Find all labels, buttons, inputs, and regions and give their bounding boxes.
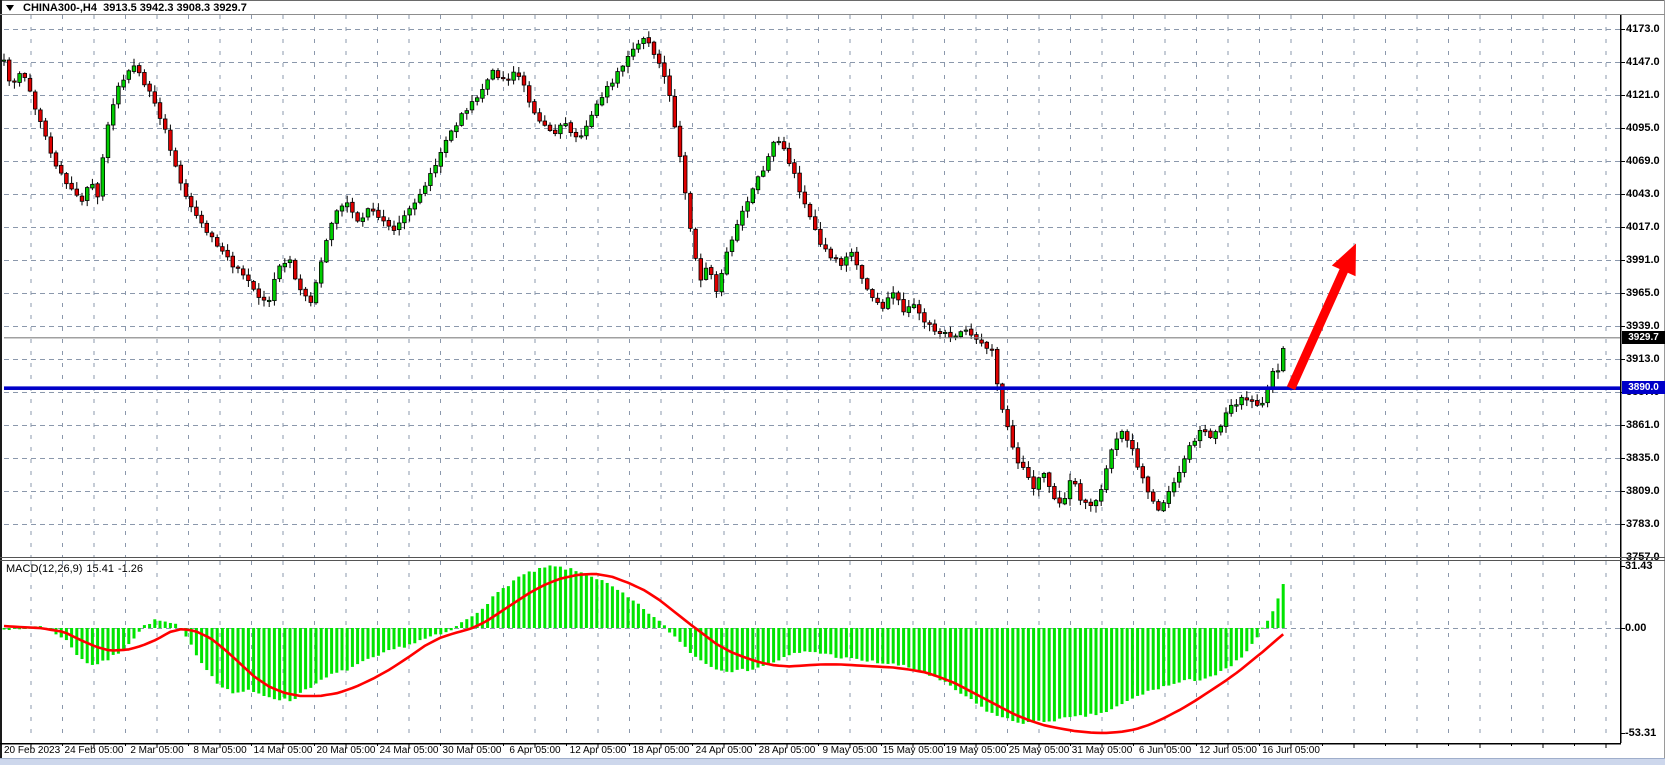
ohlc-values-label: 3913.5 3942.3 3908.3 3929.7: [103, 2, 247, 14]
macd-tick-label: -53.31: [1625, 727, 1657, 740]
time-tick-label: 20 Feb 2023: [4, 745, 61, 756]
time-tick-label: 6 Apr 05:00: [509, 745, 561, 756]
macd-signal-line: [3, 572, 1285, 735]
chart-title-bar: CHINA300-,H4 3913.5 3942.3 3908.3 3929.7: [6, 2, 247, 14]
time-tick-label: 15 May 05:00: [882, 745, 944, 756]
price-tick-label: 4069.0: [1626, 155, 1660, 167]
support-line-price-badge: 3890.0: [1622, 381, 1665, 394]
time-tick-label: 16 Jun 05:00: [1262, 745, 1320, 756]
time-tick-label: 24 Feb 05:00: [64, 745, 124, 756]
price-tick-label: 3861.0: [1626, 419, 1660, 431]
chevron-down-icon[interactable]: [6, 5, 14, 12]
time-tick-label: 24 Mar 05:00: [379, 745, 439, 756]
price-tick-label: 4043.0: [1626, 188, 1660, 200]
time-tick-label: 18 Apr 05:00: [632, 745, 690, 756]
macd-tick-label: 31.43: [1625, 560, 1653, 573]
candles-layer: [1, 31, 1286, 513]
time-tick-label: 12 Apr 05:00: [569, 745, 627, 756]
panel-separator[interactable]: [0, 557, 1665, 558]
window-border-left: [0, 0, 2, 758]
macd-main-value: 15.41: [86, 563, 114, 575]
grid-layer: [4, 15, 1620, 741]
macd-signal-value: -1.26: [117, 563, 144, 575]
time-tick-label: 12 Jun 05:00: [1199, 745, 1257, 756]
price-tick-label: 3913.0: [1626, 353, 1660, 365]
price-tick-label: 3783.0: [1626, 518, 1660, 530]
time-tick-label: 9 May 05:00: [822, 745, 878, 756]
time-tick-label: 31 May 05:00: [1071, 745, 1133, 756]
price-tick-label: 4173.0: [1626, 23, 1660, 35]
support-horizontal-line[interactable]: [4, 386, 1620, 390]
macd-indicator-label: MACD(12,26,9) 15.41 -1.26: [6, 563, 147, 575]
up-trend-arrow[interactable]: [1286, 243, 1356, 391]
macd-tick-label: 0.00: [1625, 622, 1647, 634]
time-tick-label: 2 Mar 05:00: [130, 745, 184, 756]
window-border-top: [0, 0, 1665, 1]
symbol-timeframe-label: CHINA300-,H4: [23, 2, 97, 14]
horizontal-scrollbar[interactable]: [0, 758, 1665, 765]
price-tick-label: 4121.0: [1626, 89, 1660, 101]
price-tick-label: 3965.0: [1626, 287, 1660, 299]
time-tick-label: 24 Apr 05:00: [695, 745, 753, 756]
time-tick-label: 14 Mar 05:00: [253, 745, 313, 756]
price-tick-label: 3835.0: [1626, 452, 1660, 464]
title-divider: [0, 14, 1665, 15]
time-tick-label: 25 May 05:00: [1008, 745, 1070, 756]
price-tick-label: 3991.0: [1626, 254, 1660, 266]
time-tick-label: 28 Apr 05:00: [758, 745, 816, 756]
time-tick-label: 6 Jun 05:00: [1138, 745, 1192, 756]
time-tick-label: 19 May 05:00: [945, 745, 1007, 756]
price-tick-label: 3809.0: [1626, 485, 1660, 497]
time-tick-label: 8 Mar 05:00: [193, 745, 247, 756]
time-tick-label: 20 Mar 05:00: [316, 745, 376, 756]
price-tick-label: 4095.0: [1626, 122, 1660, 134]
price-tick-label: 3939.0: [1626, 320, 1660, 332]
macd-name-label: MACD(12,26,9): [6, 563, 83, 575]
bid-price-badge: 3929.7: [1622, 331, 1665, 344]
time-tick-label: 30 Mar 05:00: [442, 745, 502, 756]
panel-separator-2: [0, 560, 1665, 561]
price-tick-label: 4017.0: [1626, 221, 1660, 233]
price-tick-label: 4147.0: [1626, 56, 1660, 68]
